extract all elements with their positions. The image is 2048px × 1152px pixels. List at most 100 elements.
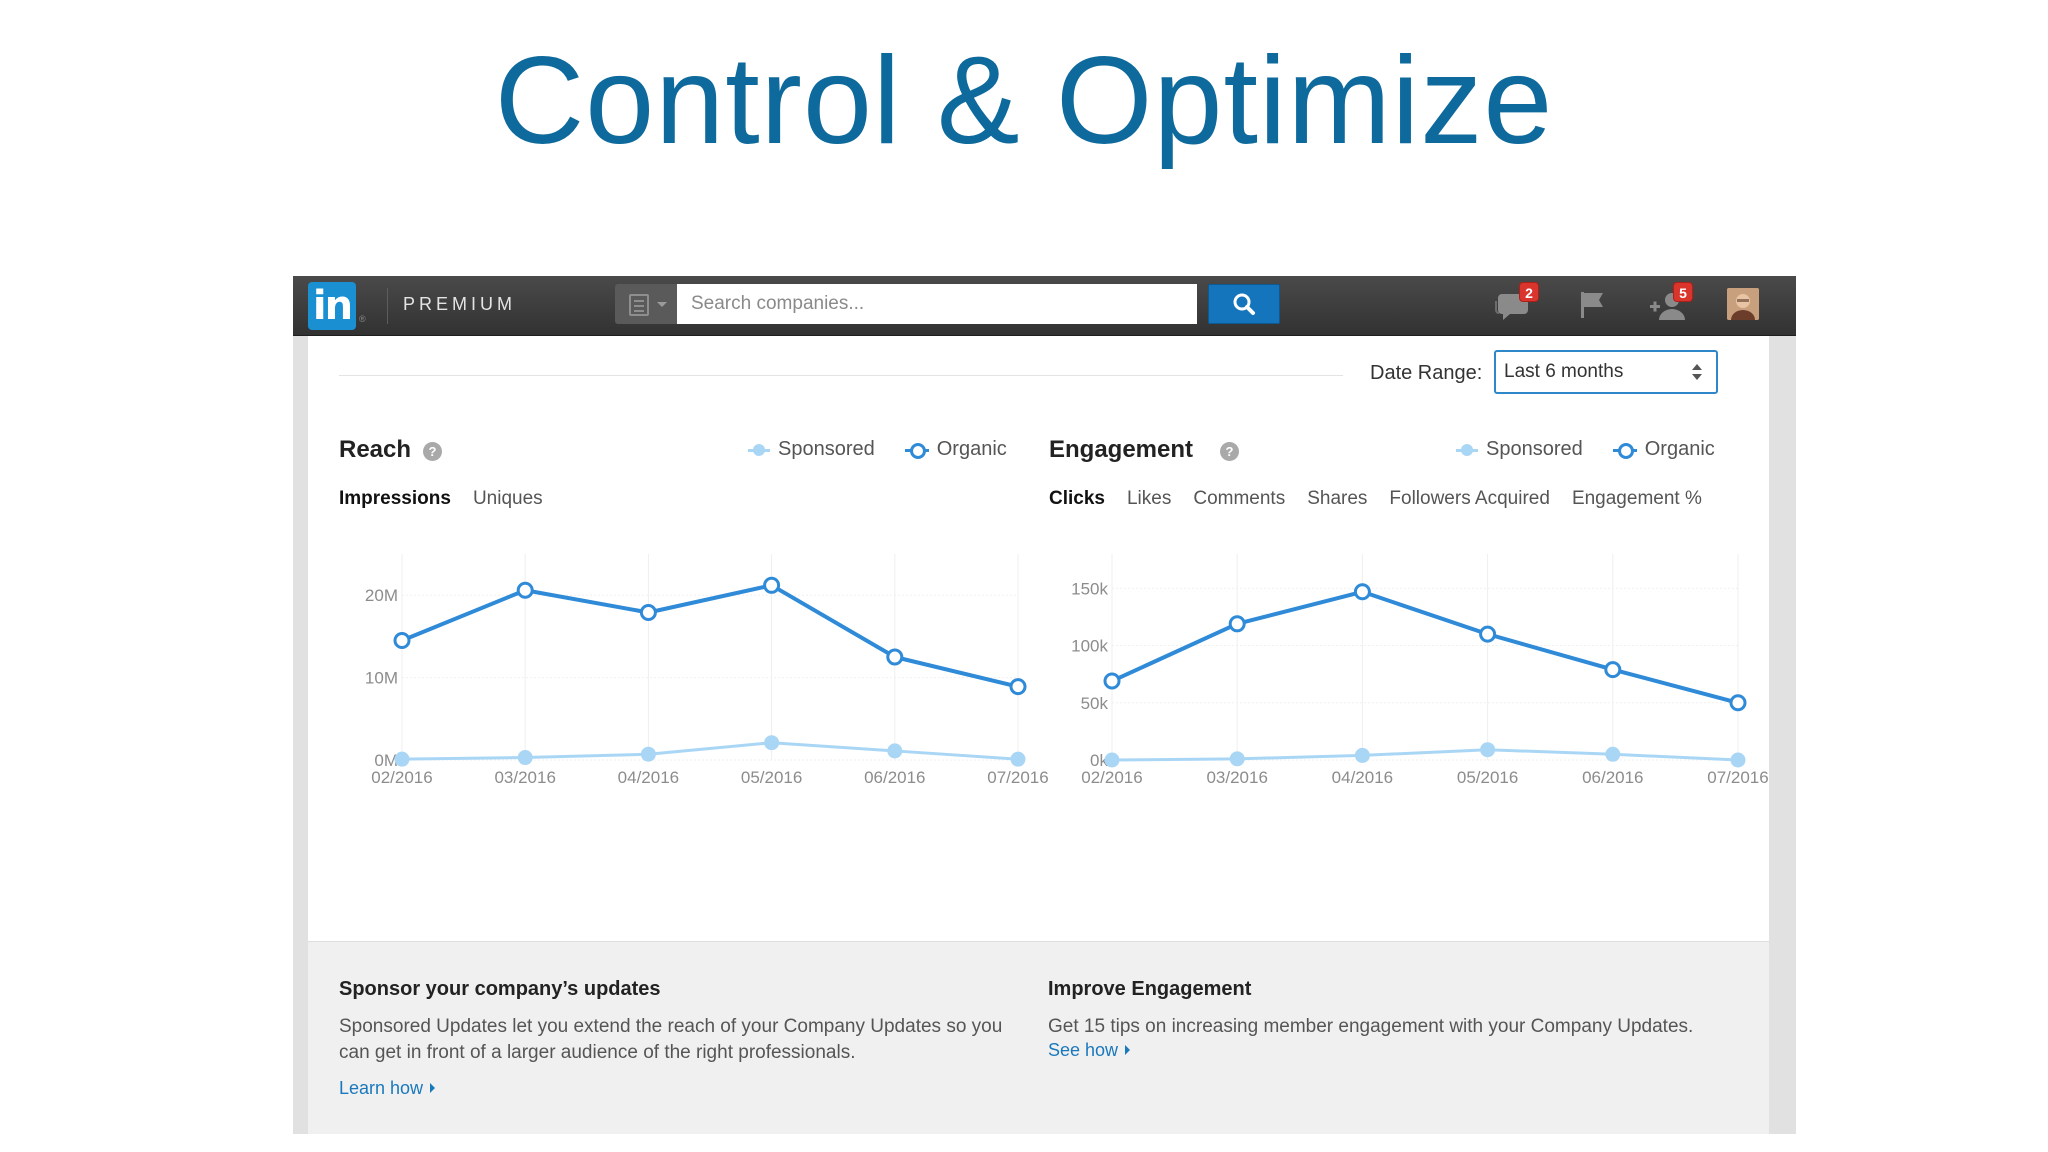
sponsored-marker-icon bbox=[1456, 443, 1478, 457]
premium-label: PREMIUM bbox=[403, 294, 516, 314]
reach-chart: 0M 10M 20M 02/2016 03/2016 04/2016 05/2016 06/2… bbox=[365, 554, 1048, 787]
legend-organic: Organic bbox=[904, 438, 1007, 461]
tab-clicks[interactable]: Clicks bbox=[1049, 488, 1105, 509]
logo-divider bbox=[387, 288, 388, 324]
x-tick-label: 04/2016 bbox=[1332, 768, 1393, 787]
avatar[interactable] bbox=[1727, 288, 1759, 320]
learn-how-label: Learn how bbox=[339, 1078, 424, 1098]
sponsored-data-point[interactable] bbox=[1229, 751, 1245, 767]
divider bbox=[339, 375, 1343, 376]
sponsored-data-point[interactable] bbox=[1104, 752, 1120, 768]
connections-badge: 5 bbox=[1673, 282, 1693, 302]
sponsored-series-line bbox=[1111, 748, 1739, 762]
organic-data-point[interactable] bbox=[1353, 583, 1371, 601]
messages-button[interactable]: 2 bbox=[1493, 282, 1539, 322]
date-range-value: Last 6 months bbox=[1504, 361, 1624, 382]
sponsored-data-point[interactable] bbox=[764, 735, 780, 751]
organic-data-point[interactable] bbox=[1228, 615, 1246, 633]
tab-followers-acquired[interactable]: Followers Acquired bbox=[1389, 488, 1550, 509]
sponsored-data-point[interactable] bbox=[1480, 742, 1496, 758]
legend-organic: Organic bbox=[1612, 438, 1715, 461]
x-tick-label: 03/2016 bbox=[494, 768, 555, 787]
chevron-down-icon bbox=[1692, 374, 1702, 380]
tab-shares[interactable]: Shares bbox=[1307, 488, 1368, 509]
sponsored-marker-icon bbox=[748, 443, 770, 457]
learn-how-link[interactable]: Learn how bbox=[339, 1078, 436, 1099]
legend-sponsored: Sponsored bbox=[748, 438, 875, 461]
engagement-tabs: Clicks Likes Comments Shares Followers A… bbox=[1049, 488, 1702, 510]
x-tick-label: 02/2016 bbox=[371, 768, 432, 787]
organic-series-line bbox=[401, 583, 1019, 689]
x-tick-label: 02/2016 bbox=[1081, 768, 1142, 787]
see-how-link[interactable]: See how bbox=[1048, 1040, 1131, 1061]
x-tick-label: 04/2016 bbox=[618, 768, 679, 787]
sponsored-data-point[interactable] bbox=[1354, 747, 1370, 763]
organic-data-point[interactable] bbox=[1604, 661, 1622, 679]
sponsored-data-point[interactable] bbox=[1605, 746, 1621, 762]
reach-help-icon[interactable]: ? bbox=[423, 442, 442, 461]
see-how-label: See how bbox=[1048, 1040, 1119, 1060]
sponsored-data-point[interactable] bbox=[887, 743, 903, 759]
x-tick-label: 06/2016 bbox=[864, 768, 925, 787]
sponsored-data-point[interactable] bbox=[1010, 751, 1026, 767]
tab-uniques[interactable]: Uniques bbox=[472, 488, 543, 509]
reach-legend: Sponsored Organic bbox=[748, 438, 1007, 461]
sponsored-data-point[interactable] bbox=[517, 750, 533, 766]
legend-sponsored-label: Sponsored bbox=[1486, 438, 1583, 460]
sponsor-promo-body: Sponsored Updates let you extend the rea… bbox=[339, 1016, 1003, 1063]
search-type-dropdown[interactable] bbox=[615, 284, 677, 324]
x-tick-label: 05/2016 bbox=[741, 768, 802, 787]
organic-data-point[interactable] bbox=[1729, 694, 1747, 712]
x-tick-label: 06/2016 bbox=[1582, 768, 1643, 787]
y-tick-label: 0k bbox=[1090, 751, 1108, 770]
chevron-up-icon bbox=[1692, 364, 1702, 370]
engagement-title: Engagement bbox=[1049, 436, 1194, 463]
tab-engagement-percent[interactable]: Engagement % bbox=[1571, 488, 1702, 509]
organic-data-point[interactable] bbox=[639, 604, 657, 622]
y-tick-label: 100k bbox=[1071, 637, 1108, 656]
tab-likes[interactable]: Likes bbox=[1126, 488, 1172, 509]
organic-data-point[interactable] bbox=[1009, 678, 1027, 696]
messages-badge: 2 bbox=[1519, 282, 1539, 302]
linkedin-logo[interactable]: in bbox=[308, 282, 356, 330]
linkedin-window: in ® PREMIUM 2 bbox=[293, 276, 1796, 1134]
search-input[interactable] bbox=[677, 284, 1197, 324]
organic-data-point[interactable] bbox=[763, 576, 781, 594]
add-connections-button[interactable]: 5 bbox=[1649, 282, 1693, 322]
top-navigation-bar: in ® PREMIUM 2 bbox=[293, 276, 1796, 336]
improve-promo-title: Improve Engagement bbox=[1048, 978, 1252, 1000]
legend-sponsored: Sponsored bbox=[1456, 438, 1583, 461]
tab-impressions[interactable]: Impressions bbox=[339, 488, 451, 509]
improve-promo-body: Get 15 tips on increasing member engagem… bbox=[1048, 1016, 1694, 1037]
flag-icon bbox=[1581, 292, 1603, 318]
sponsored-data-point[interactable] bbox=[1730, 752, 1746, 768]
chevron-down-icon bbox=[657, 302, 667, 307]
organic-data-point[interactable] bbox=[393, 632, 411, 650]
y-tick-label: 50k bbox=[1081, 694, 1109, 713]
organic-data-point[interactable] bbox=[886, 648, 904, 666]
engagement-help-icon[interactable]: ? bbox=[1220, 442, 1239, 461]
y-tick-label: 20M bbox=[365, 586, 398, 605]
search-icon bbox=[1233, 293, 1255, 315]
date-range-select[interactable]: Last 6 months bbox=[1494, 350, 1718, 394]
legend-organic-label: Organic bbox=[936, 438, 1007, 460]
notifications-button[interactable] bbox=[1575, 288, 1609, 322]
organic-marker-icon bbox=[904, 442, 929, 459]
reach-tabs: Impressions Uniques bbox=[339, 488, 543, 510]
building-icon bbox=[629, 294, 649, 316]
organic-series-line bbox=[1111, 589, 1739, 705]
promo-section: Sponsor your company’s updates Sponsored… bbox=[308, 941, 1769, 1134]
registered-mark: ® bbox=[359, 314, 366, 324]
organic-data-point[interactable] bbox=[1103, 672, 1121, 690]
x-tick-label: 07/2016 bbox=[987, 768, 1048, 787]
search-button[interactable] bbox=[1208, 284, 1280, 324]
analytics-content: Date Range: Last 6 months Reach ? Sponso… bbox=[308, 336, 1769, 1134]
sponsored-data-point[interactable] bbox=[640, 746, 656, 762]
sponsored-data-point[interactable] bbox=[394, 751, 410, 767]
legend-sponsored-label: Sponsored bbox=[778, 438, 875, 460]
tab-comments[interactable]: Comments bbox=[1193, 488, 1286, 509]
organic-data-point[interactable] bbox=[1479, 625, 1497, 643]
date-range-label: Date Range: bbox=[1370, 362, 1483, 384]
organic-data-point[interactable] bbox=[516, 581, 534, 599]
y-tick-label: 10M bbox=[365, 669, 398, 688]
